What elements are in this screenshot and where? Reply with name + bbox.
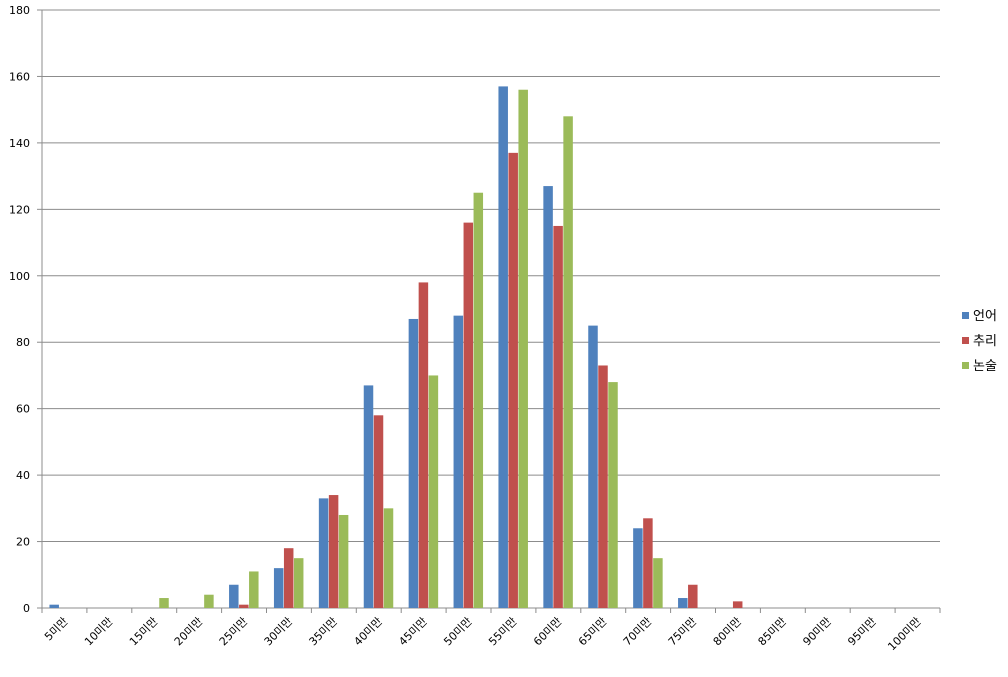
- bar: [678, 598, 688, 608]
- bar: [428, 375, 439, 608]
- bar: [373, 415, 384, 608]
- y-tick-label: 100: [9, 270, 30, 283]
- x-tick-label: 65미만: [576, 615, 609, 648]
- bar: [204, 594, 214, 608]
- bar: [453, 315, 464, 608]
- y-tick-label: 0: [23, 602, 30, 615]
- y-tick-label: 80: [16, 336, 30, 349]
- legend-label: 언어: [973, 309, 997, 324]
- bar: [608, 382, 618, 608]
- x-tick-label: 30미만: [262, 615, 295, 648]
- bar: [633, 528, 643, 608]
- bar: [553, 225, 563, 608]
- bar: [293, 558, 304, 608]
- x-tick-label: 50미만: [441, 615, 474, 648]
- bar: [473, 192, 484, 608]
- bar: [239, 604, 249, 608]
- bar: [588, 325, 598, 608]
- x-tick-label: 5미만: [42, 615, 70, 643]
- x-tick-label: 100미만: [885, 615, 923, 653]
- x-tick-label: 85미만: [756, 615, 789, 648]
- x-tick-label: 45미만: [396, 615, 429, 648]
- bar: [498, 86, 508, 608]
- x-tick-label: 75미만: [666, 615, 699, 648]
- bar: [598, 365, 608, 608]
- bar: [249, 571, 259, 608]
- y-tick-label: 120: [9, 203, 30, 216]
- bar: [732, 601, 743, 608]
- bar: [518, 89, 528, 608]
- x-tick-label: 25미만: [217, 615, 250, 648]
- legend-swatch: [962, 312, 969, 319]
- x-tick-label: 35미만: [307, 615, 340, 648]
- bar: [688, 584, 698, 608]
- bar: [643, 518, 653, 608]
- y-tick-label: 140: [9, 137, 30, 150]
- bar: [49, 604, 59, 608]
- legend-label: 추리: [973, 334, 997, 349]
- bar: [273, 568, 284, 608]
- bar: [363, 385, 374, 608]
- y-tick-label: 20: [16, 536, 30, 549]
- bar: [653, 558, 663, 608]
- bar: [338, 514, 349, 608]
- legend-swatch: [962, 337, 969, 344]
- x-tick-label: 15미만: [127, 615, 160, 648]
- y-tick-label: 40: [16, 469, 30, 482]
- legend-label: 논술: [973, 359, 997, 374]
- x-tick-label: 60미만: [531, 615, 564, 648]
- bar: [383, 508, 394, 608]
- bar: [318, 498, 329, 608]
- bar: [408, 318, 419, 608]
- y-tick-label: 180: [9, 4, 30, 17]
- x-tick-label: 40미만: [351, 615, 384, 648]
- bar: [283, 548, 294, 608]
- bar: [543, 186, 553, 609]
- bar: [508, 152, 518, 608]
- bar: [159, 598, 169, 608]
- x-tick-label: 95미만: [845, 615, 878, 648]
- x-tick-label: 70미만: [621, 615, 654, 648]
- bar: [418, 282, 429, 608]
- legend-swatch: [962, 362, 969, 369]
- x-tick-label: 90미만: [800, 615, 833, 648]
- x-tick-label: 80미만: [711, 615, 744, 648]
- x-tick-label: 10미만: [82, 615, 115, 648]
- y-tick-label: 60: [16, 403, 30, 416]
- x-tick-label: 20미만: [172, 615, 205, 648]
- bar: [563, 116, 573, 609]
- bar: [229, 584, 239, 608]
- bar: [328, 495, 339, 608]
- bar: [463, 222, 474, 608]
- y-tick-label: 160: [9, 70, 30, 83]
- x-tick-label: 55미만: [486, 615, 519, 648]
